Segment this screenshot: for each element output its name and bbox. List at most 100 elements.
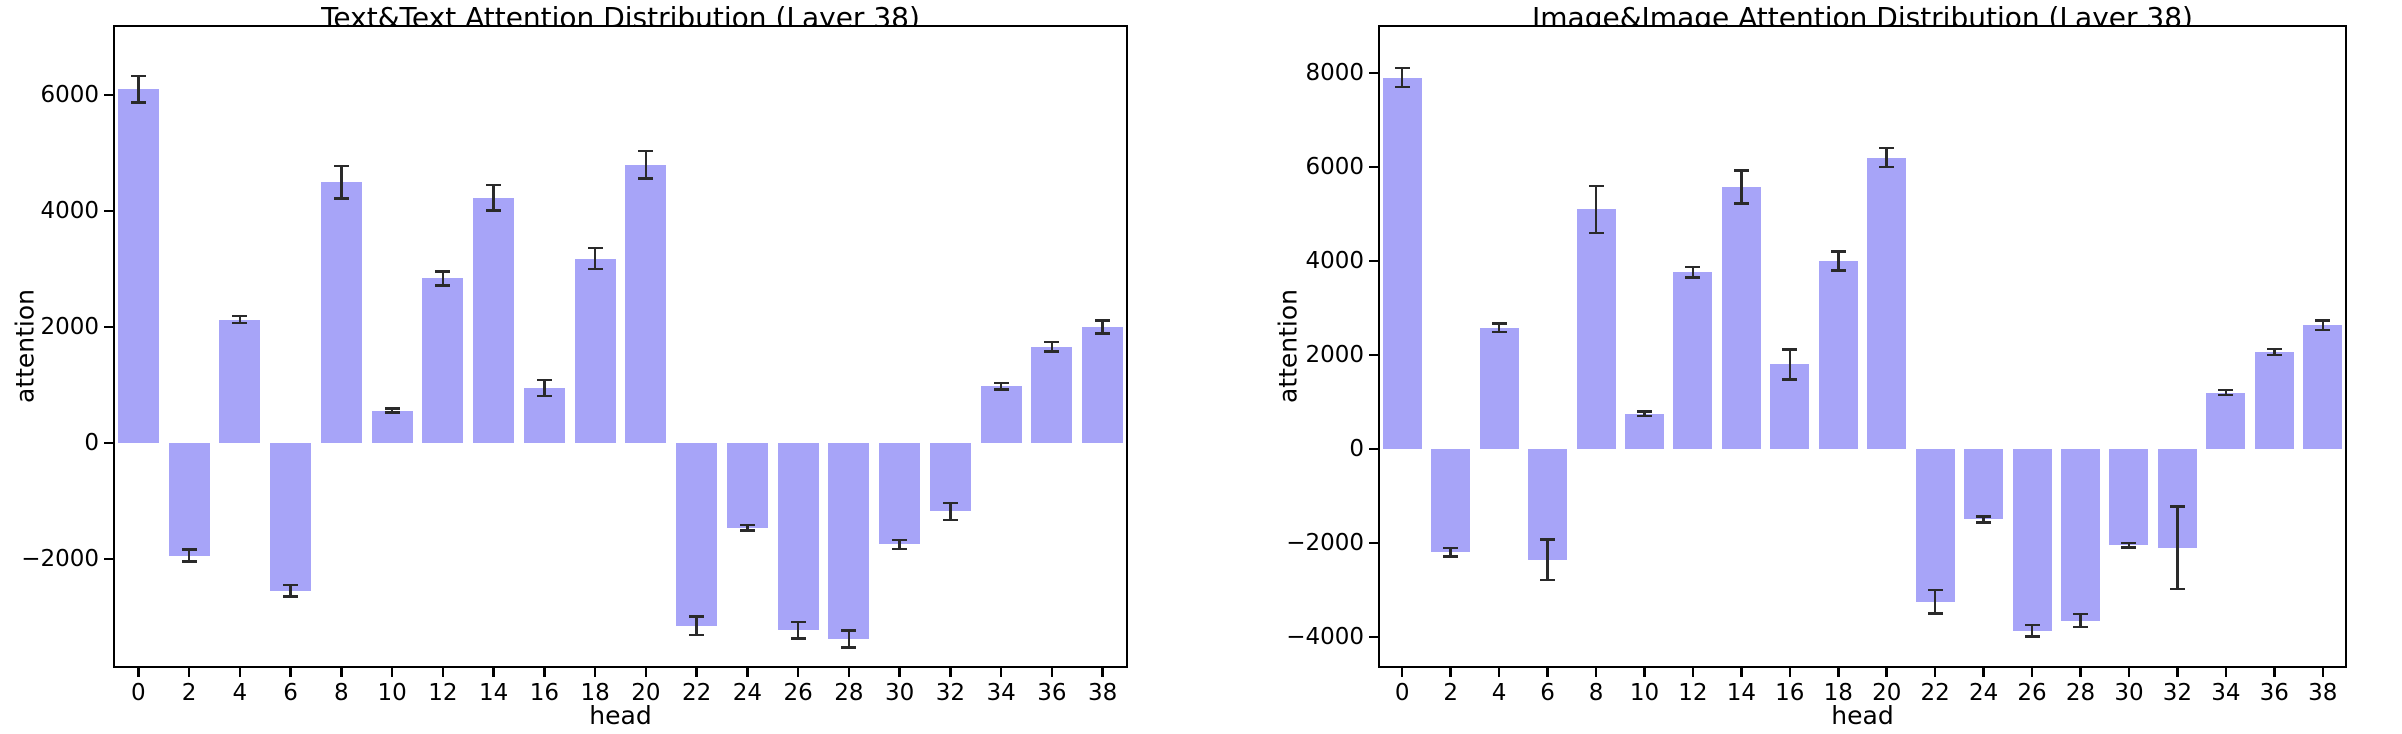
- x-tick-label: 28: [834, 680, 864, 706]
- y-tick-mark: [1369, 541, 1378, 545]
- error-bar-cap: [2169, 505, 2185, 508]
- error-bar-cap: [333, 197, 349, 200]
- error-bar-cap: [1636, 414, 1652, 418]
- x-tick-mark: [492, 668, 495, 677]
- x-tick-mark: [1885, 668, 1888, 677]
- error-bar: [2176, 506, 2179, 590]
- x-tick-label: 24: [732, 680, 763, 706]
- error-bar: [187, 549, 191, 562]
- error-bar: [289, 585, 292, 597]
- y-tick-mark: [104, 325, 113, 329]
- error-bar-cap: [1830, 250, 1846, 253]
- x-tick-mark: [1449, 668, 1452, 677]
- y-tick-label: 4000: [40, 198, 99, 225]
- y-tick-label: 2000: [40, 314, 99, 341]
- error-bar-cap: [1879, 165, 1895, 169]
- x-tick-label: 34: [986, 680, 1016, 706]
- error-bar-cap: [2315, 319, 2331, 322]
- x-tick-label: 14: [1726, 680, 1757, 706]
- error-bar-cap: [283, 583, 299, 587]
- error-bar-cap: [1588, 231, 1604, 234]
- error-bar: [898, 539, 901, 550]
- error-bar: [695, 616, 698, 635]
- x-tick-mark: [187, 668, 191, 677]
- error-bar-cap: [1540, 578, 1556, 582]
- bar: [1818, 260, 1858, 449]
- y-tick-mark: [104, 441, 113, 445]
- x-tick-label: 30: [2114, 680, 2144, 706]
- error-bar-cap: [1636, 410, 1652, 413]
- error-bar-cap: [1491, 322, 1507, 325]
- error-bar-cap: [130, 74, 146, 78]
- error-bar-cap: [1830, 269, 1846, 272]
- error-bar-cap: [841, 629, 857, 632]
- error-bar-cap: [739, 529, 755, 532]
- error-bar-cap: [790, 620, 806, 624]
- x-tick-mark: [2079, 668, 2082, 677]
- y-tick-label: 0: [1349, 435, 1364, 462]
- error-bar-cap: [2266, 353, 2282, 357]
- x-tick-mark: [2273, 668, 2276, 677]
- x-tick-mark: [1497, 668, 1501, 677]
- error-bar-cap: [435, 270, 451, 273]
- y-tick-label: 0: [84, 430, 99, 457]
- x-tick-label: 26: [783, 680, 813, 706]
- y-tick-mark: [1369, 71, 1378, 75]
- error-bar-cap: [1782, 378, 1798, 381]
- error-bar: [1546, 539, 1549, 581]
- error-bar: [593, 248, 597, 270]
- x-tick-label: 28: [2065, 680, 2096, 706]
- error-bar: [644, 150, 648, 179]
- error-bar-cap: [2315, 328, 2331, 332]
- x-tick-mark: [898, 668, 901, 677]
- bar: [676, 443, 718, 626]
- error-bar-cap: [1976, 521, 1992, 524]
- error-bar-cap: [638, 149, 654, 153]
- error-bar-cap: [1976, 515, 1992, 518]
- x-tick-mark: [1594, 668, 1598, 677]
- error-bar: [2127, 543, 2131, 548]
- y-tick-mark: [104, 557, 113, 561]
- error-bar: [1740, 170, 1743, 204]
- y-tick-label: −2000: [21, 545, 99, 572]
- y-axis-label: attention: [10, 288, 40, 404]
- error-bar-cap: [739, 523, 755, 527]
- error-bar-cap: [942, 518, 958, 522]
- x-tick-label: 6: [283, 680, 298, 706]
- x-tick-mark: [999, 668, 1003, 677]
- x-tick-label: 16: [529, 680, 560, 706]
- error-bar-cap: [486, 209, 502, 212]
- error-bar: [137, 76, 140, 103]
- y-tick-mark: [104, 93, 113, 97]
- x-tick-mark: [1400, 668, 1404, 677]
- bar: [1964, 448, 2004, 520]
- x-tick-label: 4: [1491, 680, 1507, 706]
- error-bar-cap: [2169, 587, 2185, 591]
- error-bar-cap: [2073, 612, 2089, 616]
- x-tick-mark: [1982, 668, 1985, 677]
- x-tick-label: 2: [1443, 680, 1458, 706]
- error-bar-cap: [1733, 169, 1749, 172]
- bar: [270, 443, 312, 591]
- bar: [726, 443, 768, 528]
- y-tick-label: 4000: [1305, 247, 1364, 274]
- bar: [1479, 327, 1519, 449]
- x-tick-label: 36: [1037, 680, 1067, 706]
- bar: [320, 182, 362, 444]
- x-tick-mark: [1643, 668, 1646, 677]
- error-bar-cap: [536, 394, 552, 398]
- bar: [1867, 157, 1907, 449]
- x-tick-mark: [340, 668, 343, 677]
- x-tick-label: 22: [1920, 680, 1950, 706]
- x-tick-mark: [289, 668, 292, 677]
- bar: [625, 164, 667, 444]
- error-bar: [238, 316, 242, 323]
- plot-area: [1378, 25, 2347, 668]
- bar: [2012, 448, 2052, 631]
- error-bar-cap: [536, 378, 552, 382]
- error-bar-cap: [181, 560, 197, 563]
- bar: [1082, 327, 1124, 444]
- x-tick-label: 10: [377, 680, 407, 706]
- error-bar-cap: [1588, 184, 1604, 187]
- x-tick-label: 10: [1629, 680, 1660, 706]
